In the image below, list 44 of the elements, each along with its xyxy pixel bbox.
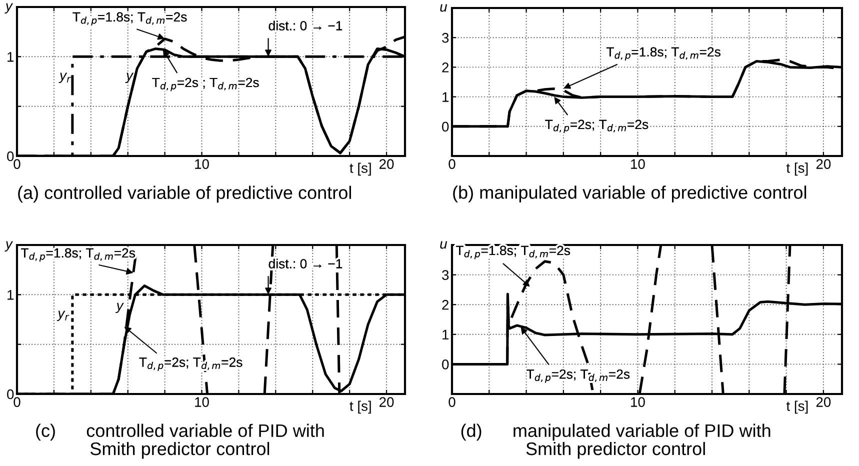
y-axis-title: u: [440, 4, 448, 12]
y-tick-label: 1: [8, 290, 14, 300]
annotation: T$_{d,p}$=2s; T$_{d,m}$=2s: [545, 120, 648, 134]
y-tick-label: 3: [442, 32, 449, 43]
y-tick-label: 0: [442, 360, 449, 370]
annotation: dist.: 0 → −1: [268, 258, 342, 268]
y-tick-label: 3: [442, 270, 449, 280]
series-label: y: [116, 302, 124, 314]
y-axis-title: y: [4, 3, 14, 14]
y-tick-label: 1: [442, 92, 449, 102]
series-label: y$_{r}$: [56, 310, 70, 321]
x-axis-title: t [s]: [350, 162, 371, 176]
x-tick-label: 20: [380, 159, 394, 169]
x-tick-label: 20: [380, 397, 394, 407]
annotation: T$_{d,p}$=1.8s; T$_{d,m}$=2s: [20, 248, 135, 262]
y-tick-label: 1: [442, 330, 449, 340]
x-tick-label: 20: [816, 159, 831, 169]
x-tick-label: 10: [195, 159, 209, 169]
y-axis-title: u: [440, 241, 448, 249]
y-tick-label: 0: [7, 151, 14, 162]
annotation: T$_{d,p}$=2s ; T$_{d,m}$=2s: [152, 78, 259, 92]
annotation: T$_{d,p}$=1.8s; T$_{d,m}$=2s: [456, 246, 570, 260]
annotation: dist.: 0 → −1: [268, 20, 342, 30]
y-axis-title: y: [4, 241, 14, 252]
y-tick-label: 0: [442, 122, 449, 132]
annotation: T$_{d,p}$=1.8s; T$_{d,m}$=2s: [72, 12, 187, 26]
series-label: y: [125, 72, 134, 84]
text: (a) controlled variable of predictive control: [18, 186, 351, 203]
x-tick-label: 10: [631, 159, 645, 169]
x-tick-label: 20: [816, 397, 831, 407]
x-tick-label: 10: [195, 397, 209, 407]
x-axis-title: t [s]: [786, 162, 808, 176]
x-axis-title: t [s]: [350, 400, 371, 414]
text: (b) manipulated variable of predictive control: [453, 186, 806, 202]
text: (d) manipulated variable of PID with Smith predictor control: [461, 424, 770, 459]
y-tick-label: 1: [8, 52, 14, 62]
x-tick-label: 10: [631, 397, 645, 407]
x-axis-title: t [s]: [786, 400, 808, 414]
series-label: y$_{r}$: [58, 72, 72, 83]
text: (c) controlled variable of PID with Smith predictor control: [36, 424, 324, 459]
annotation: T$_{d,p}$=1.8s; T$_{d,m}$=2s: [606, 47, 720, 61]
y-tick-label: 2: [442, 300, 449, 310]
y-tick-label: 0: [7, 389, 14, 400]
y-tick-label: 2: [442, 62, 449, 72]
